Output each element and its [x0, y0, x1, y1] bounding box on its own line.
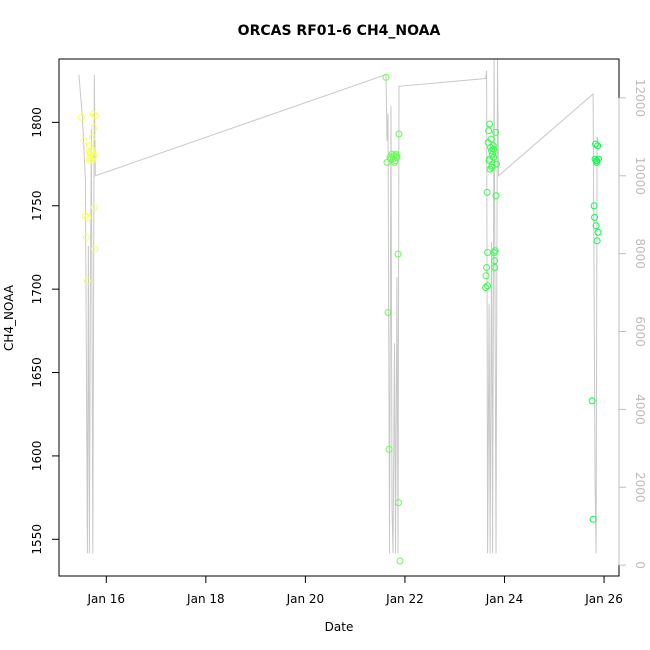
data-point	[488, 147, 496, 155]
y2-tick-label: 12000	[633, 79, 647, 117]
data-point	[484, 249, 492, 256]
y2-tick-label: 4000	[633, 394, 647, 425]
x-axis: Jan 16 Jan 18 Jan 20 Jan 22 Jan 24 Jan 26	[86, 575, 623, 606]
data-point	[491, 264, 499, 271]
data-point	[590, 202, 598, 210]
data-point	[487, 135, 495, 143]
data-point	[482, 284, 490, 291]
y-tick-label: 1550	[30, 524, 44, 555]
data-point	[385, 445, 393, 453]
data-point	[489, 142, 497, 150]
data-point	[395, 130, 403, 138]
y-tick-label: 1750	[30, 190, 44, 221]
data-point	[483, 188, 491, 196]
data-point	[589, 515, 597, 523]
y2-tick-label: 0	[633, 561, 647, 569]
data-points-layer	[77, 73, 603, 565]
plot-frame	[58, 58, 620, 577]
data-point	[395, 499, 402, 507]
data-point	[591, 213, 599, 221]
data-point	[91, 245, 99, 253]
background-series-layer	[78, 58, 599, 554]
data-point	[490, 249, 498, 256]
data-point	[490, 153, 498, 161]
y2-tick-label: 2000	[633, 472, 647, 503]
data-point	[483, 264, 491, 271]
y2-tick-label: 10000	[633, 157, 647, 195]
data-point	[87, 145, 95, 153]
x-tick-label: Jan 24	[485, 592, 524, 606]
data-point	[88, 133, 96, 141]
data-point	[384, 309, 392, 316]
data-point	[84, 213, 92, 221]
data-point	[592, 140, 600, 148]
data-point	[391, 158, 398, 166]
y2-tick-label: 6000	[633, 316, 647, 347]
data-point	[88, 148, 96, 156]
data-point	[382, 73, 390, 81]
data-point	[85, 157, 93, 165]
data-point	[591, 155, 599, 163]
x-axis-label: Date	[325, 620, 354, 634]
data-point	[593, 157, 601, 165]
data-point	[492, 128, 500, 136]
data-point	[393, 152, 400, 160]
data-point	[89, 110, 97, 118]
y-tick-label: 1650	[30, 357, 44, 388]
data-point	[90, 203, 98, 211]
data-point	[91, 112, 99, 120]
data-point	[484, 282, 492, 290]
data-point	[482, 272, 490, 280]
chart-title: ORCAS RF01-6 CH4_NOAA	[238, 23, 441, 39]
data-point	[493, 160, 500, 168]
y-axis-label: CH4_NOAA	[2, 284, 16, 351]
data-point	[488, 163, 496, 171]
data-point	[83, 277, 91, 285]
data-point	[486, 155, 494, 163]
data-point	[593, 237, 601, 245]
data-point	[490, 145, 498, 153]
y-axis-right: 0 2000 4000 6000 8000 10000 12000	[618, 79, 647, 569]
background-series-line	[78, 58, 599, 554]
data-point	[394, 250, 402, 258]
x-tick-label: Jan 26	[584, 592, 623, 606]
x-tick-label: Jan 18	[186, 592, 225, 606]
data-point	[485, 127, 493, 135]
y-tick-label: 1800	[30, 107, 44, 138]
data-point	[489, 150, 497, 158]
data-point	[77, 113, 85, 121]
x-tick-label: Jan 22	[385, 592, 424, 606]
data-point	[594, 228, 602, 236]
data-point	[388, 150, 396, 158]
data-point	[80, 137, 88, 145]
data-point	[85, 142, 93, 150]
data-point	[595, 155, 603, 163]
data-point	[82, 233, 90, 241]
y-axis-left: 1550 1600 1650 1700 1750 1800	[30, 107, 60, 555]
data-point	[486, 165, 494, 173]
data-point	[491, 247, 499, 255]
y2-tick-label: 8000	[633, 238, 647, 269]
y-tick-label: 1700	[30, 274, 44, 305]
x-tick-label: Jan 16	[86, 592, 125, 606]
data-point	[588, 397, 596, 405]
data-point	[90, 123, 98, 131]
data-point	[594, 142, 602, 150]
data-point	[492, 192, 500, 200]
y-tick-label: 1600	[30, 441, 44, 472]
data-point	[486, 120, 494, 128]
x-tick-label: Jan 20	[286, 592, 325, 606]
data-point	[592, 222, 600, 230]
data-point	[396, 557, 404, 565]
data-point	[491, 257, 499, 265]
